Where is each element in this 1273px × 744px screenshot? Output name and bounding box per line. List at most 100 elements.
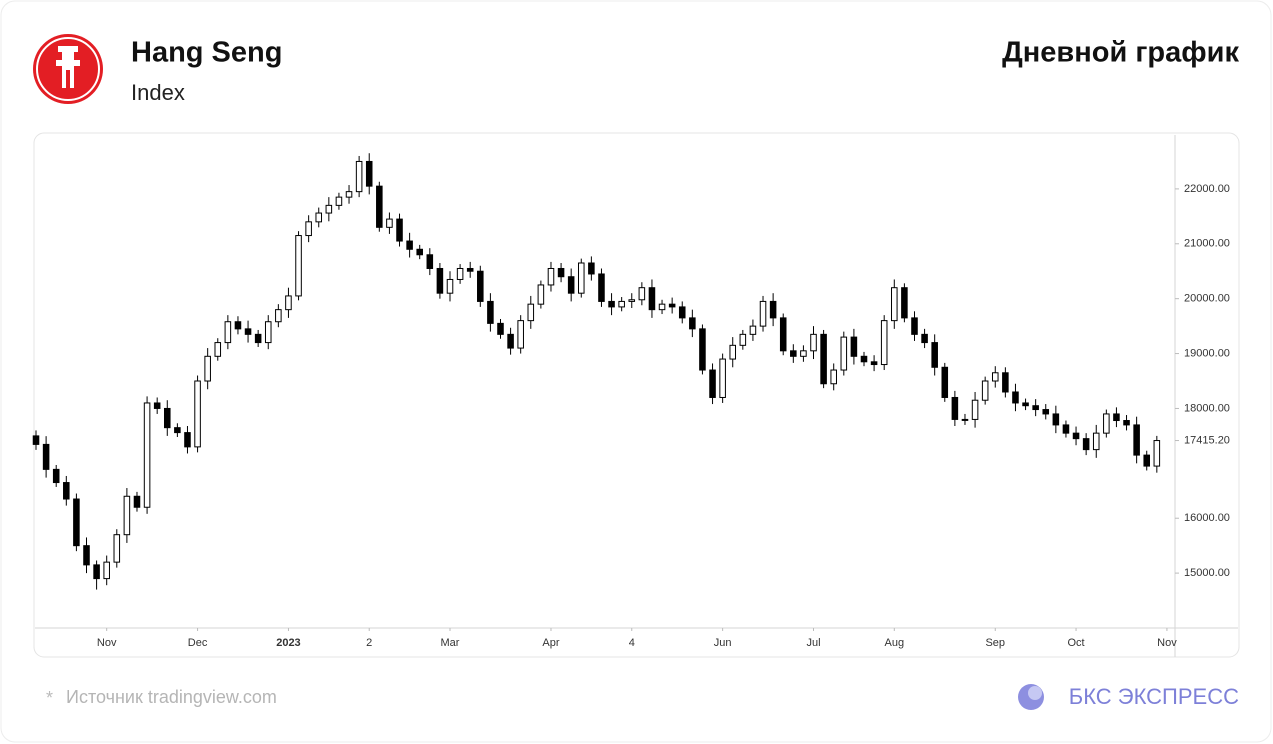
candle-body	[184, 432, 191, 448]
candle-body	[295, 235, 302, 297]
candle-body	[517, 320, 524, 349]
candle-body	[668, 303, 676, 308]
candle-body	[32, 435, 40, 445]
footnote-mark: *	[46, 688, 53, 708]
candle-body	[224, 321, 232, 344]
candle-body	[204, 355, 211, 382]
candle-body	[1002, 372, 1009, 393]
candle-body	[477, 270, 484, 302]
candle-body	[174, 427, 181, 434]
candle-body	[1062, 424, 1070, 434]
chart-label: Дневной график	[1002, 37, 1239, 69]
candle-body	[537, 284, 545, 305]
candle-body	[396, 218, 403, 242]
chart-panel	[33, 132, 1240, 658]
candle-body	[446, 278, 454, 294]
candle-body	[1012, 391, 1019, 404]
x-tick-label: 2023	[276, 637, 300, 649]
candle-body	[1103, 413, 1110, 434]
y-tick-label: 15000.00	[1184, 567, 1230, 579]
candle-body	[1052, 413, 1060, 426]
x-tick-label: Nov	[97, 637, 117, 649]
candle-body	[1153, 440, 1161, 467]
brand: БКС ЭКСПРЕСС	[1069, 684, 1239, 709]
candle-body	[426, 254, 434, 269]
candle-body	[891, 287, 898, 322]
candle-body	[759, 300, 767, 327]
candle-body	[1082, 438, 1090, 451]
candle-body	[961, 418, 969, 421]
candle-body	[1022, 402, 1029, 407]
candle-body	[73, 498, 80, 547]
candle-body	[941, 366, 949, 398]
candle-body	[1032, 405, 1039, 411]
candle-body	[981, 380, 989, 401]
candle-body	[598, 273, 605, 302]
candle-body	[820, 333, 827, 385]
candle-body	[1042, 409, 1050, 415]
candle-body	[254, 333, 262, 344]
candle-body	[901, 287, 908, 319]
candle-body	[678, 306, 686, 319]
candle-body	[769, 300, 777, 319]
candle-body	[1072, 432, 1080, 440]
brand-logo	[1018, 684, 1044, 710]
x-tick-label: Aug	[885, 637, 905, 649]
candle-body	[689, 317, 696, 330]
candle-body	[113, 534, 121, 563]
candle-body	[103, 561, 110, 580]
candle-body	[850, 336, 858, 357]
candle-body	[345, 191, 353, 198]
candle-body	[729, 344, 737, 360]
candle-body	[507, 333, 514, 349]
candle-body	[921, 333, 928, 344]
candle-body	[567, 276, 575, 294]
source-note: Источник tradingview.com	[66, 687, 277, 707]
x-tick-label: Nov	[1157, 637, 1177, 649]
candle-body	[234, 321, 242, 330]
x-tick-label: Jun	[714, 637, 732, 649]
candle-body	[638, 287, 646, 301]
candle-body	[264, 321, 272, 344]
candle-body	[386, 218, 393, 228]
candle-body	[275, 309, 282, 323]
candle-body	[870, 361, 878, 366]
x-tick-label: Mar	[441, 637, 460, 649]
candle-body	[63, 482, 70, 500]
candle-body	[931, 342, 938, 368]
candle-body	[749, 325, 757, 335]
x-tick-label: Apr	[542, 637, 559, 649]
candle-body	[800, 350, 807, 357]
candle-body	[305, 221, 312, 237]
candle-body	[436, 267, 444, 294]
candle-body	[577, 262, 585, 294]
candle-body	[214, 342, 222, 357]
candle-body	[355, 160, 363, 193]
candle-body	[83, 545, 90, 566]
candle-body	[557, 267, 565, 278]
x-tick-label: Sep	[985, 637, 1005, 649]
candle-body	[406, 240, 413, 250]
last-price-label: 17415.20	[1184, 434, 1230, 446]
candle-body	[699, 328, 706, 371]
candle-body	[658, 303, 666, 311]
candle-body	[911, 317, 918, 335]
candle-body	[1123, 420, 1130, 426]
candle-body	[790, 350, 797, 357]
x-tick-label: Oct	[1067, 637, 1084, 649]
candle-body	[739, 333, 747, 346]
plot-area: 15000.00 16000.00 18000.00 19000.00 20000.00…	[32, 153, 1230, 649]
candle-body	[880, 320, 888, 366]
candle-body	[285, 295, 292, 311]
x-tick-label: 4	[629, 637, 635, 649]
candle-body	[93, 564, 100, 580]
y-tick-label: 21000.00	[1184, 238, 1230, 250]
candle-body	[1143, 454, 1151, 467]
candle-body	[719, 358, 726, 398]
candle-body	[335, 196, 343, 206]
y-tick-label: 20000.00	[1184, 293, 1230, 305]
candle-body	[971, 399, 979, 420]
y-tick-label: 16000.00	[1184, 512, 1230, 524]
